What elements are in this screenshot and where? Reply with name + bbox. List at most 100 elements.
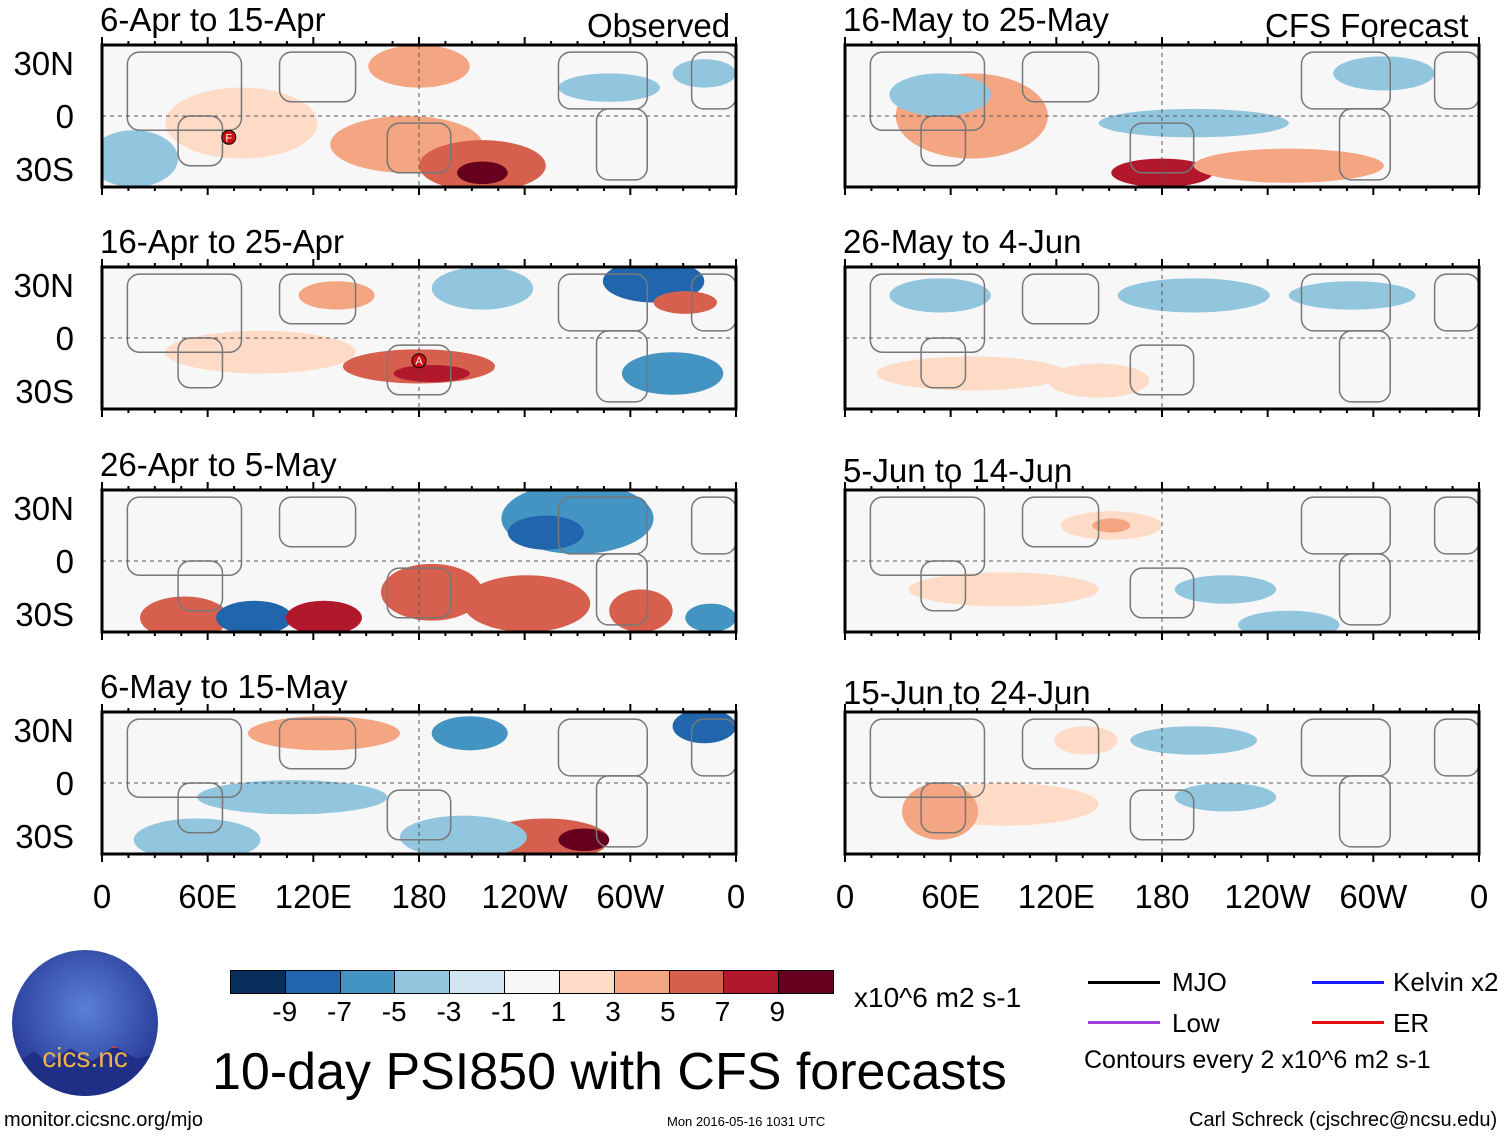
coastline [386,344,452,396]
colorbar-label: -7 [327,996,352,1027]
anomaly-shading [889,73,991,116]
coastline [278,718,357,770]
coastline [557,273,648,332]
anomaly-shading [558,73,660,102]
coastline [1300,496,1391,555]
storm-marker-label: F [225,132,232,144]
lon-label: 60E [921,878,981,915]
lat-label: 30S [15,596,74,633]
anomaly-shading [1333,56,1435,91]
map-panel [843,482,1481,640]
map-panel [843,259,1481,417]
observed-label: Observed [587,7,731,44]
coastline [386,567,452,619]
lat-label: 30N [13,712,74,749]
lon-label: 120W [1224,878,1311,915]
anomaly-shading [399,815,527,854]
lon-label: 60E [178,878,238,915]
anomaly-shading [558,828,610,852]
colorbar-swatch [450,971,506,993]
panel-title: 15-Jun to 24-Jun [843,674,1091,711]
lon-label: 0 [726,878,746,915]
coastline [1021,273,1100,325]
legend-er: ER [1393,1008,1430,1038]
coastline [595,108,648,181]
coastline [126,51,243,131]
colorbar-units: x10^6 m2 s-1 [854,982,1022,1013]
anomaly-shading [1130,726,1258,755]
anomaly-shading [285,600,362,632]
anomaly-shading [165,87,318,159]
coastline [869,273,986,353]
anomaly-shading [908,572,1099,607]
anomaly-shading [165,330,356,374]
contour-note: Contours every 2 x10^6 m2 s-1 [1084,1046,1431,1074]
anomaly-shading [102,130,179,187]
anomaly-shading [1174,783,1277,812]
anomaly-shading [507,515,584,550]
colorbar-label: -1 [491,996,517,1027]
anomaly-shading [298,281,375,310]
coastline [557,51,648,110]
map-panel [100,704,738,862]
anomaly-shading [1047,363,1150,398]
anomaly-shading [431,267,534,310]
coastline [126,496,243,576]
legend-kelvin: Kelvin x2 [1393,967,1499,997]
footer-author: Carl Schreck (cjschrec@ncsu.edu) [1189,1109,1498,1131]
map-panel: F [100,37,738,195]
coastline [1338,330,1391,403]
lat-label: 0 [55,543,74,580]
colorbar-label: 5 [660,996,676,1027]
panel-title: 6-Apr to 15-Apr [100,1,326,38]
anomaly-shading [1193,148,1384,183]
coastline [1338,553,1391,626]
lat-label: 30S [15,818,74,855]
storm-marker-icon [221,129,237,145]
anomaly-shading [431,716,508,751]
anomaly-shading [1288,281,1416,310]
anomaly-shading [1098,108,1289,138]
coastline [278,273,357,325]
colorbar-swatch [669,971,725,993]
lon-label: 60W [1339,878,1408,915]
coastline [1129,567,1195,619]
coastline [126,718,243,798]
footer-url[interactable]: monitor.cicsnc.org/mjo [4,1109,203,1131]
coastline [386,122,452,174]
logo-text: cics.nc [42,1042,128,1073]
coastline [869,496,986,576]
lat-label: 30N [13,267,74,304]
colorbar-label: -3 [436,996,462,1027]
lat-label: 30S [15,373,74,410]
anomaly-shading [1117,278,1270,313]
panel-title: 16-Apr to 25-Apr [100,223,344,260]
anomaly-shading [1238,610,1340,632]
anomaly-shading [457,161,508,185]
map-panels: FA [100,37,1481,862]
coastline [869,51,986,131]
figure-title: 10-day PSI850 with CFS forecasts [212,1043,1007,1101]
colorbar-swatch [559,971,615,993]
colorbar-label: 3 [605,996,621,1027]
anomaly-shading [876,356,1067,391]
storm-marker-label: A [415,356,423,368]
anomaly-shading [393,364,470,383]
colorbar-label: -5 [381,996,407,1027]
lon-label: 180 [391,878,447,915]
colorbar-label: -9 [272,996,298,1027]
anomaly-shading [902,783,979,840]
panel-title: 16-May to 25-May [843,1,1109,38]
colorbar-label: 9 [769,996,786,1027]
coastline [1129,122,1195,174]
coastline [869,718,986,798]
anomaly-shading [197,780,388,815]
lon-label: 120E [274,878,352,915]
map-panel [100,482,738,640]
anomaly-shading [380,563,483,621]
anomaly-shading [1174,575,1277,604]
panel-title: 6-May to 15-May [100,668,348,705]
lon-label: 0 [1469,878,1489,915]
cfs-forecast-label: CFS Forecast [1265,7,1469,44]
